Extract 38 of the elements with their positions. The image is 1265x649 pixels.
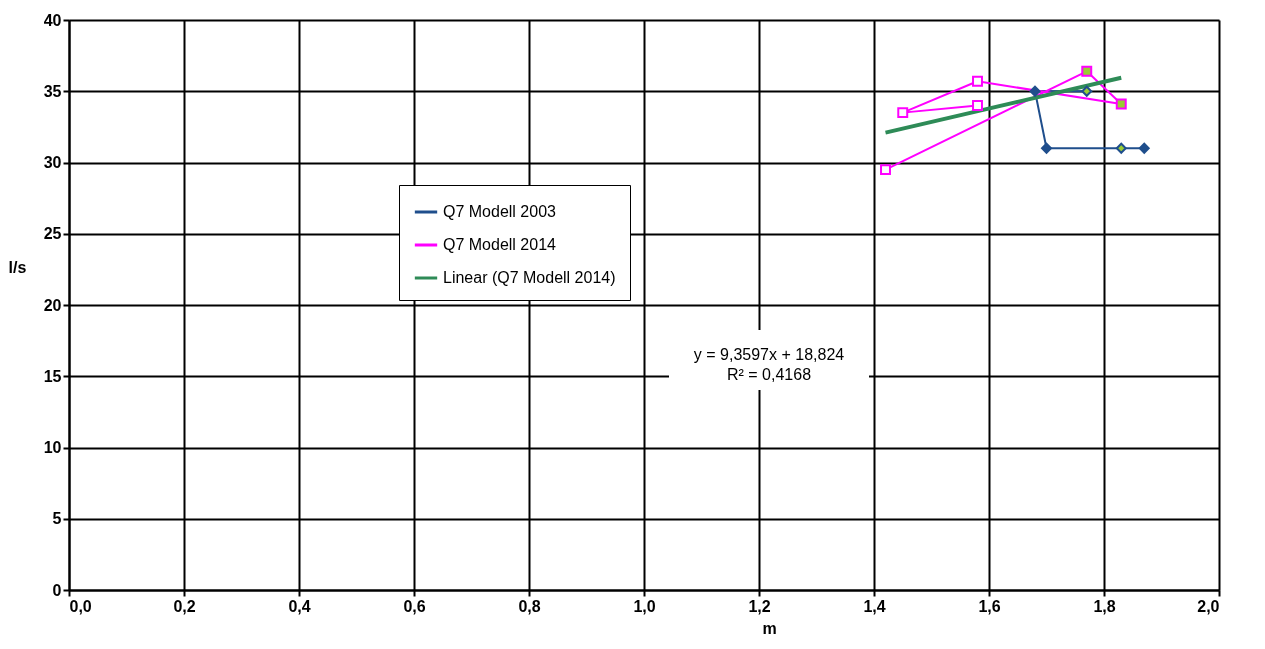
point xyxy=(1138,142,1150,154)
legend-label: Q7 Modell 2003 xyxy=(443,203,557,220)
x-axis-title: m xyxy=(762,619,777,637)
y-tick-label: 0 xyxy=(52,581,62,599)
x-tick-label: 1,4 xyxy=(863,597,886,615)
point xyxy=(880,164,891,176)
y-tick-label: 35 xyxy=(43,82,62,100)
y-tick-label: 10 xyxy=(43,439,62,456)
annotation: R² = 0,4168 xyxy=(726,366,812,383)
legend-label: Q7 Modell 2014 xyxy=(443,236,557,253)
y-axis-title: l/s xyxy=(8,258,27,276)
y-tick-label: 5 xyxy=(52,510,62,528)
y-tick-label: 20 xyxy=(43,296,62,314)
legend-label: Linear (Q7 Modell 2014) xyxy=(443,269,616,286)
y-tick-label: 40 xyxy=(43,11,62,29)
x-tick-label: 0,2 xyxy=(173,597,196,615)
y-tick-label: 25 xyxy=(43,225,62,243)
x-tick-label: 0,8 xyxy=(518,597,541,615)
annotation: y = 9,3597x + 18,824 xyxy=(693,346,845,363)
x-tick-label: 1,6 xyxy=(978,597,1001,615)
point xyxy=(1115,142,1127,154)
x-tick-label: 2,0 xyxy=(1197,597,1220,615)
point xyxy=(1081,65,1093,77)
x-tick-label: 0,6 xyxy=(403,597,426,615)
point xyxy=(897,107,909,119)
point xyxy=(1029,85,1041,97)
y-tick-label: 15 xyxy=(43,367,62,385)
x-tick-label: 1,2 xyxy=(748,597,771,615)
point xyxy=(1041,142,1052,154)
point xyxy=(1115,98,1127,110)
point xyxy=(1081,85,1093,97)
y-tick-label: 30 xyxy=(43,154,62,171)
x-tick-label: 1,0 xyxy=(633,597,656,615)
point xyxy=(972,100,983,111)
x-tick-label: 0,0 xyxy=(69,597,92,615)
x-tick-label: 1,8 xyxy=(1093,597,1116,615)
x-tick-label: 0,4 xyxy=(288,597,311,615)
point xyxy=(972,75,983,87)
